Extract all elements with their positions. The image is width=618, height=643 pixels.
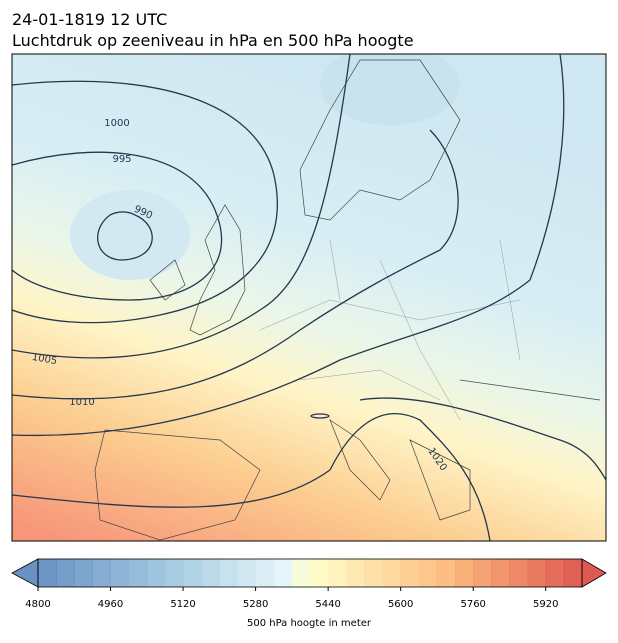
isobar-label: 1005 <box>31 352 58 367</box>
colorbar-bin <box>527 559 547 587</box>
colorbar-frame <box>37 558 583 588</box>
colorbar-tick-label: 4800 <box>25 599 50 610</box>
colorbar-bin <box>56 559 75 587</box>
colorbar-tick-label: 5920 <box>533 599 558 610</box>
isobar-label: 1000 <box>104 118 129 129</box>
isobar <box>12 413 491 541</box>
map-frame <box>11 53 607 542</box>
colorbar-bin <box>183 559 202 587</box>
map-title: Luchtdruk op zeeniveau in hPa en 500 hPa… <box>12 31 414 50</box>
isobar <box>12 129 459 400</box>
colorbar-tick-label: 4960 <box>98 599 123 610</box>
colorbar-bin <box>382 559 402 587</box>
colorbar-bin <box>400 559 420 587</box>
colorbar-extend <box>581 558 607 588</box>
isobar <box>310 413 330 419</box>
colorbar-bin <box>418 559 438 587</box>
colorbar-bin <box>563 559 583 587</box>
colorbar-extend <box>11 558 39 588</box>
isobar <box>12 80 278 324</box>
colorbar-bin <box>146 559 166 587</box>
date-title: 24-01-1819 12 UTC <box>12 10 167 29</box>
isobar <box>359 397 606 481</box>
colorbar-bin <box>237 559 257 587</box>
colorbar-bin <box>38 559 57 587</box>
map: 1000 995 990 1005 1010 1020 <box>12 54 606 541</box>
borders <box>259 239 521 421</box>
colorbar-bin <box>92 559 112 587</box>
colorbar-bin <box>491 559 510 587</box>
colorbar-bin <box>110 559 130 587</box>
colorbar-bin <box>346 559 365 587</box>
colorbar-bin <box>328 559 347 587</box>
isobar-label: 1010 <box>69 397 94 408</box>
colorbar-tick-label: 5440 <box>315 599 340 610</box>
colorbar-bin <box>436 559 456 587</box>
colorbar: 4800 4960 5120 5280 5440 5600 5760 5920 <box>11 558 607 610</box>
coastline <box>94 59 601 541</box>
colorbar-bin <box>364 559 384 587</box>
colorbar-bin <box>219 559 238 587</box>
colorbar-bin <box>291 559 311 587</box>
colorbar-bin <box>128 559 148 587</box>
colorbar-label: 500 hPa hoogte in meter <box>247 618 372 629</box>
colorbar-bin <box>509 559 529 587</box>
isobar <box>12 54 351 359</box>
isobar <box>12 54 565 437</box>
colorbar-bin <box>273 559 293 587</box>
colorbar-bin <box>201 559 220 587</box>
colorbar-bin <box>164 559 184 587</box>
colorbar-bin <box>310 559 329 587</box>
low-shade <box>70 190 190 280</box>
colorbar-tick-label: 5280 <box>243 599 268 610</box>
colorbar-tick-label: 5120 <box>170 599 195 610</box>
colorbar-tick-label: 5760 <box>460 599 485 610</box>
isobar <box>12 151 223 301</box>
colorbar-bin <box>255 559 275 587</box>
isobar <box>97 211 153 261</box>
colorbar-bin <box>455 559 474 587</box>
isobar-label: 995 <box>112 154 131 165</box>
colorbar-tick-label: 5600 <box>388 599 413 610</box>
colorbar-bin <box>473 559 492 587</box>
colorbar-bin <box>545 559 565 587</box>
low-shade <box>320 54 460 125</box>
height-field <box>12 54 606 541</box>
colorbar-bin <box>74 559 93 587</box>
